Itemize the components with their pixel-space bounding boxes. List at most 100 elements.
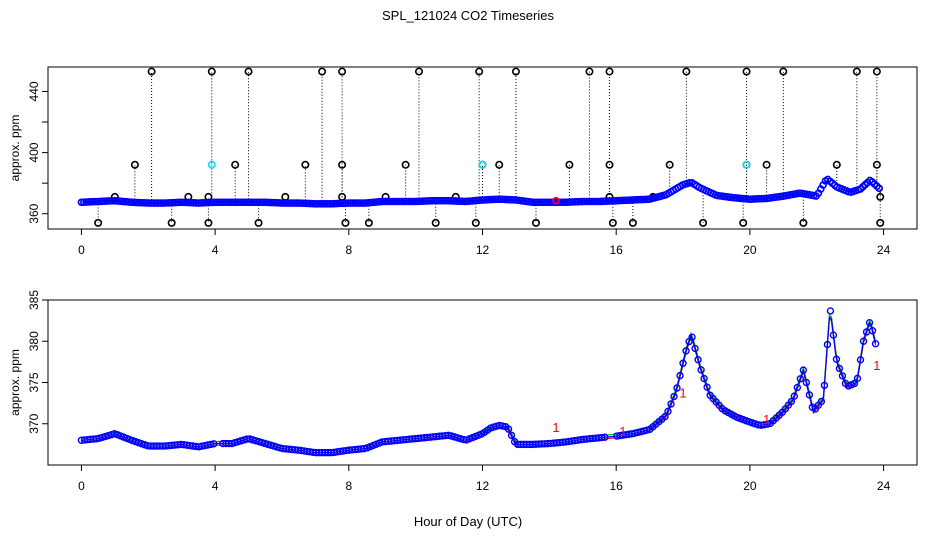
data-point <box>664 407 672 416</box>
data-point <box>856 356 865 364</box>
data-point <box>232 198 240 207</box>
data-point <box>248 198 257 207</box>
data-point <box>428 196 437 205</box>
spike-point <box>254 218 263 227</box>
spike-point <box>742 67 751 76</box>
data-point <box>255 198 264 207</box>
spike-point <box>876 192 885 201</box>
data-point <box>225 198 233 207</box>
data-point <box>227 198 235 207</box>
spike-point <box>431 218 440 227</box>
red-point <box>552 196 560 205</box>
data-point <box>398 197 406 206</box>
data-point <box>433 196 441 205</box>
annotation-label: 1 <box>679 385 686 400</box>
data-point <box>323 199 331 208</box>
data-point <box>585 197 593 206</box>
data-point <box>802 378 811 387</box>
data-point <box>257 198 266 207</box>
spike-point <box>167 218 176 227</box>
data-point <box>358 199 366 207</box>
data-point <box>147 199 156 207</box>
y-tick-label: 385 <box>27 290 41 310</box>
data-point <box>691 344 699 353</box>
data-point <box>290 199 299 207</box>
spike-point <box>475 67 484 76</box>
data-point <box>325 199 334 208</box>
data-point <box>215 198 224 207</box>
spike-point <box>779 67 788 76</box>
data-point <box>533 198 542 207</box>
data-point <box>243 198 252 207</box>
y-tick-label: 375 <box>27 372 41 392</box>
annotation-label: 1 <box>552 420 559 435</box>
data-point <box>285 199 294 207</box>
spike-point <box>338 160 347 169</box>
data-point <box>220 198 228 207</box>
spike-point <box>799 218 808 227</box>
x-tick-label: 16 <box>610 243 624 257</box>
data-point <box>507 431 516 440</box>
y-tick-label: 380 <box>27 331 41 351</box>
x-tick-label: 12 <box>476 243 490 257</box>
data-point <box>320 199 329 208</box>
spike-point <box>585 67 594 76</box>
data-point <box>440 196 448 205</box>
x-tick-label: 20 <box>743 243 757 257</box>
data-point <box>829 331 838 339</box>
data-point <box>504 425 513 433</box>
x-axis-label: Hour of Day (UTC) <box>413 514 523 529</box>
data-point <box>353 199 362 207</box>
data-point <box>835 364 844 373</box>
data-point <box>288 199 296 207</box>
data-point <box>241 198 249 207</box>
data-point <box>838 372 847 380</box>
spike-point <box>872 160 881 169</box>
data-point <box>667 400 675 408</box>
data-point <box>356 199 364 207</box>
x-tick-label: 0 <box>78 479 85 493</box>
data-point <box>402 197 411 206</box>
data-point <box>536 198 544 207</box>
data-point <box>395 197 404 206</box>
data-point <box>351 199 359 207</box>
y-tick-label: 440 <box>27 81 41 101</box>
green-series-line <box>81 314 877 452</box>
spike-point <box>495 160 504 169</box>
data-point <box>853 374 862 383</box>
data-point <box>790 392 799 400</box>
data-point <box>234 198 242 207</box>
data-point <box>823 340 832 349</box>
data-point <box>388 197 397 206</box>
data-point <box>250 198 259 207</box>
spike-point <box>605 160 614 169</box>
data-point <box>670 392 678 401</box>
data-point <box>400 197 409 206</box>
y-tick-label: 400 <box>27 142 41 162</box>
data-point <box>222 198 231 207</box>
annotation-label: 1 <box>619 424 626 439</box>
x-tick-label: 4 <box>212 243 219 257</box>
panel-1: 0 4 8 12 16 20 24 360 400 440 approx. ppm <box>8 66 918 257</box>
data-point <box>349 199 357 207</box>
spike-point <box>511 67 520 76</box>
spike-point <box>301 160 310 169</box>
data-point <box>582 197 591 206</box>
annotation-label: 1 <box>763 412 770 427</box>
data-point <box>281 199 289 207</box>
data-point <box>868 327 877 335</box>
x-tick-label: 0 <box>78 243 85 257</box>
spike-point <box>876 218 885 227</box>
data-point <box>587 197 596 206</box>
data-point <box>817 397 826 406</box>
x-tick-label: 12 <box>476 479 490 493</box>
data-point <box>435 196 444 205</box>
data-point <box>545 198 554 207</box>
chart-title: SPL_121024 CO2 Timeseries <box>382 8 554 23</box>
panel-2: 0 4 8 12 16 20 24 370 375 380 385 approx. ppm 1 1 1 1 1 <box>8 290 918 493</box>
spike-point <box>244 67 253 76</box>
data-point <box>145 199 154 207</box>
spike-point <box>739 218 748 227</box>
data-point <box>538 198 547 207</box>
